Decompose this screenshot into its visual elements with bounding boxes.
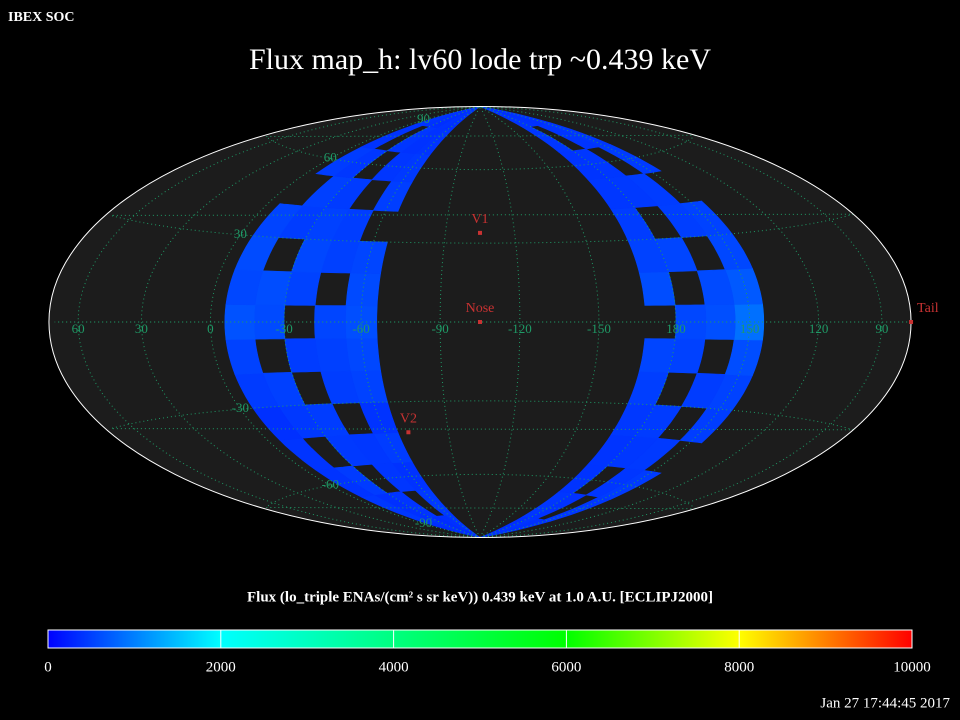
parallel — [110, 400, 854, 431]
lon-tick-label: 0 — [207, 321, 214, 336]
lon-tick-label: -60 — [352, 321, 369, 336]
lat-tick-label: -60 — [322, 476, 339, 491]
flux-cell — [345, 272, 381, 307]
lat-tick-label: 60 — [324, 150, 337, 165]
lat-tick-label: -30 — [232, 400, 249, 415]
colorbar-tick-label: 8000 — [724, 659, 754, 675]
colorbar-tick-label: 0 — [44, 659, 52, 675]
lon-tick-label: 90 — [875, 321, 888, 336]
parallel — [264, 134, 696, 171]
marker-label: Nose — [466, 301, 495, 316]
meridian — [209, 105, 481, 539]
lon-tick-label: 60 — [72, 321, 85, 336]
parallel — [264, 473, 696, 510]
lon-tick-label: 150 — [740, 321, 760, 336]
colorbar — [47, 629, 913, 649]
parallel — [110, 213, 854, 244]
marker — [406, 430, 411, 435]
lon-tick-label: 180 — [666, 321, 686, 336]
colorbar-tick-label: 4000 — [379, 659, 409, 675]
lon-tick-label: -150 — [587, 321, 611, 336]
colorbar-tick-label: 6000 — [551, 659, 581, 675]
lon-tick-label: 120 — [809, 321, 829, 336]
lon-tick-label: -90 — [431, 321, 448, 336]
flux-cell — [638, 338, 676, 373]
lon-tick-label: 30 — [135, 321, 148, 336]
colorbar-label: Flux (lo_triple ENAs/(cm² s sr keV)) 0.4… — [247, 589, 713, 605]
colorbar-tick-label: 10000 — [893, 659, 931, 675]
flux-cell — [414, 106, 481, 126]
lon-tick-label: -120 — [508, 321, 532, 336]
marker — [478, 320, 482, 324]
marker — [909, 320, 914, 324]
flux-cell — [284, 338, 322, 373]
marker — [478, 230, 482, 235]
lat-tick-label: 90 — [417, 111, 430, 126]
marker-label: V1 — [471, 212, 488, 227]
marker-label: Tail — [917, 301, 939, 316]
lat-tick-label: 30 — [234, 226, 247, 241]
colorbar-tick-label: 2000 — [206, 659, 236, 675]
lat-tick-label: -90 — [415, 515, 432, 530]
meridian — [479, 105, 751, 539]
chart-title: Flux map_h: lv60 lode trp ~0.439 keV — [249, 43, 711, 76]
meridian — [360, 106, 481, 538]
marker-label: V2 — [400, 411, 417, 426]
flux-cell — [252, 203, 303, 238]
flux-cell — [479, 106, 532, 129]
flux-cell — [638, 271, 676, 306]
header: IBEX SOC — [8, 10, 75, 25]
lon-tick-label: -30 — [275, 321, 292, 336]
timestamp: Jan 27 17:44:45 2017 — [820, 695, 950, 711]
flux-cell — [314, 338, 351, 372]
